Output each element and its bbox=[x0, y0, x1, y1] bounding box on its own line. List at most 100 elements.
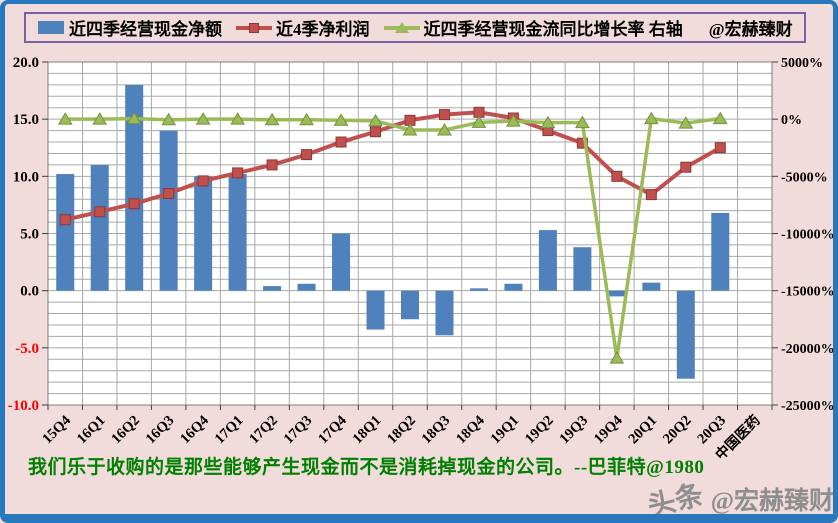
x-axis-label: 19Q3 bbox=[557, 413, 592, 448]
cash-flow-bar bbox=[366, 290, 385, 330]
cash-flow-bar bbox=[159, 130, 178, 291]
right-axis-label: 0% bbox=[781, 113, 802, 128]
left-axis-label: 0.0 bbox=[20, 284, 39, 300]
cash-flow-bar bbox=[194, 176, 213, 291]
left-axis-label: 5.0 bbox=[20, 227, 39, 243]
cash-flow-bar bbox=[228, 174, 247, 291]
right-axis-label: -25000% bbox=[781, 399, 835, 414]
cash-flow-bar bbox=[56, 174, 75, 291]
net-profit-marker bbox=[266, 159, 278, 171]
x-axis-label: 16Q2 bbox=[108, 413, 143, 448]
net-profit-marker bbox=[714, 142, 726, 154]
cash-flow-bar bbox=[469, 288, 488, 291]
cash-flow-bar bbox=[125, 84, 144, 291]
net-profit-marker bbox=[128, 198, 140, 210]
growth-marker bbox=[333, 113, 349, 126]
x-axis-label: 18Q2 bbox=[384, 413, 419, 448]
left-axis-label: -5.0 bbox=[15, 341, 39, 357]
net-profit-marker bbox=[370, 126, 382, 138]
net-profit-marker bbox=[232, 167, 244, 179]
x-axis-label: 19Q2 bbox=[522, 413, 557, 448]
line-triangle-marker-icon bbox=[383, 21, 420, 35]
legend-item-net-profit: 近4季净利润 bbox=[226, 15, 370, 40]
left-axis-label: 10.0 bbox=[13, 169, 39, 185]
growth-marker bbox=[712, 111, 728, 125]
right-axis-label: -20000% bbox=[781, 342, 835, 357]
bar-swatch-icon bbox=[38, 21, 64, 34]
cash-flow-bar bbox=[711, 212, 730, 291]
cash-flow-bar bbox=[642, 282, 661, 291]
growth-marker bbox=[368, 113, 383, 127]
cash-flow-bar bbox=[90, 164, 109, 291]
x-axis-label: 15Q4 bbox=[39, 413, 74, 448]
growth-marker bbox=[643, 111, 659, 125]
legend-label-net-profit: 近4季净利润 bbox=[276, 20, 370, 39]
cash-flow-bar bbox=[297, 283, 316, 291]
growth-marker bbox=[506, 114, 521, 127]
left-axis-label: -10.0 bbox=[8, 398, 39, 414]
net-profit-marker bbox=[301, 149, 313, 161]
x-axis-label: 17Q3 bbox=[281, 413, 316, 448]
net-profit-marker bbox=[335, 136, 347, 148]
legend-item-growth-rate: 近四季经营现金流同比增长率 右轴 bbox=[374, 15, 683, 40]
growth-marker bbox=[126, 111, 142, 125]
net-profit-marker bbox=[576, 137, 588, 149]
watermark-toutiao: 头条 bbox=[644, 479, 707, 523]
x-axis-label: 16Q3 bbox=[143, 413, 178, 448]
right-axis-label: -15000% bbox=[781, 285, 835, 300]
legend-label-growth-rate: 近四季经营现金流同比增长率 右轴 bbox=[423, 20, 683, 39]
net-profit-marker bbox=[197, 175, 209, 187]
growth-line bbox=[65, 116, 721, 359]
x-axis-label: 20Q2 bbox=[660, 413, 695, 448]
x-axis-label: 19Q4 bbox=[591, 413, 626, 448]
cash-flow-bar bbox=[504, 283, 523, 291]
net-profit-marker bbox=[611, 170, 623, 182]
net-profit-marker bbox=[59, 214, 71, 226]
growth-marker bbox=[402, 123, 418, 136]
line-square-marker-icon bbox=[236, 21, 272, 35]
x-axis-label: 16Q1 bbox=[74, 413, 109, 448]
x-axis-label: 17Q4 bbox=[315, 413, 350, 448]
cash-flow-bar bbox=[435, 290, 454, 336]
cash-flow-bar bbox=[538, 230, 557, 291]
x-axis-label: 20Q1 bbox=[625, 413, 660, 448]
x-axis-label: 18Q4 bbox=[453, 413, 488, 448]
legend-label-cash-flow: 近四季经营现金净额 bbox=[69, 20, 222, 39]
net-profit-marker bbox=[438, 109, 450, 121]
growth-marker bbox=[609, 351, 625, 364]
growth-marker bbox=[92, 112, 108, 125]
x-axis-label: 19Q1 bbox=[488, 413, 523, 448]
x-axis-label: 16Q4 bbox=[177, 413, 212, 448]
growth-marker bbox=[437, 123, 452, 136]
footer-quote: 我们乐于收购的是那些能够产生现金而不是消耗掉现金的公司。--巴菲特@1980 bbox=[28, 457, 705, 478]
cash-flow-bar bbox=[401, 290, 419, 320]
left-axis-label: 15.0 bbox=[13, 112, 39, 128]
net-profit-marker bbox=[163, 187, 175, 199]
growth-marker bbox=[195, 112, 211, 125]
legend-brand: @宏赫臻财 bbox=[708, 20, 793, 39]
left-axis-label: 20.0 bbox=[13, 55, 39, 71]
growth-marker bbox=[161, 112, 177, 126]
legend: 近四季经营现金净额 近4季净利润 近四季经营现金流同比增长率 右轴 @宏赫臻财 bbox=[24, 12, 806, 43]
growth-marker bbox=[471, 115, 487, 128]
growth-marker bbox=[575, 115, 590, 129]
watermark: 头条 @宏赫臻财 bbox=[644, 479, 834, 523]
cash-flow-bar bbox=[676, 290, 695, 379]
cash-flow-bar bbox=[263, 286, 282, 291]
growth-marker bbox=[264, 112, 280, 126]
growth-marker bbox=[678, 116, 694, 129]
right-axis-label: 5000% bbox=[781, 56, 823, 71]
growth-marker bbox=[540, 115, 556, 129]
x-axis-label: 17Q1 bbox=[212, 413, 247, 448]
x-axis-label: 18Q1 bbox=[350, 413, 385, 448]
growth-marker bbox=[57, 112, 73, 125]
x-axis-label: 18Q3 bbox=[419, 413, 454, 448]
cash-flow-bar bbox=[607, 290, 626, 297]
growth-marker bbox=[299, 112, 314, 126]
net-profit-marker bbox=[94, 206, 106, 218]
net-profit-marker bbox=[680, 161, 692, 173]
watermark-brand: @宏赫臻财 bbox=[710, 488, 834, 515]
cash-flow-bar bbox=[332, 233, 351, 291]
